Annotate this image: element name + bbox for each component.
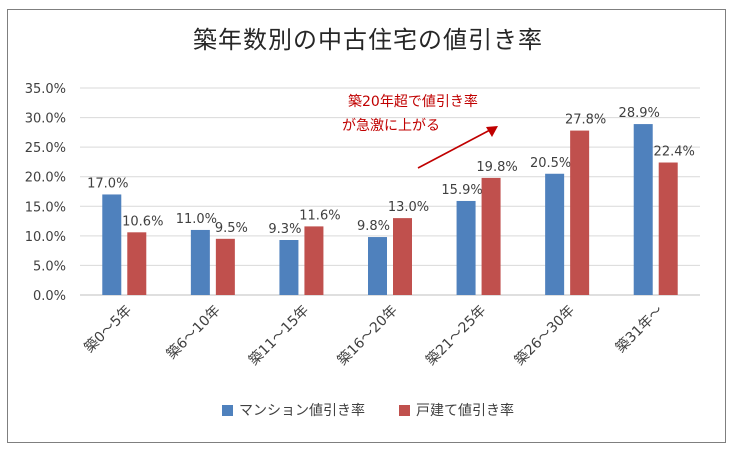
data-label-house: 27.8% [565, 113, 606, 128]
bar-mansion [456, 200, 476, 295]
category-label: 築0～5年 [81, 303, 135, 357]
y-tick-label: 20.0% [25, 171, 66, 186]
annotation-arrow-line [417, 129, 491, 169]
y-tick-label: 10.0% [25, 230, 66, 245]
y-tick-label: 15.0% [25, 200, 66, 215]
annotation-arrow-head [486, 126, 498, 137]
category-label: 築21～25年 [423, 303, 489, 369]
annotation-line-2: が急激に上がる [342, 117, 440, 134]
legend-swatch-house [399, 404, 410, 416]
legend-label-house: 戸建て値引き率 [416, 403, 514, 419]
bar-house [393, 218, 412, 295]
category-label: 築6～10年 [164, 303, 224, 363]
data-label-mansion: 17.0% [87, 176, 128, 191]
data-label-house: 9.5% [215, 221, 248, 236]
category-label: 築26～30年 [512, 303, 578, 369]
y-tick-label: 25.0% [25, 141, 66, 156]
legend-label-mansion: マンション値引き率 [239, 403, 365, 419]
chart-frame [7, 9, 726, 443]
data-label-mansion: 20.5% [530, 156, 571, 171]
data-label-house: 22.4% [654, 145, 695, 160]
bar-house [215, 238, 235, 295]
legend-item-mansion: マンション値引き率 [222, 400, 365, 420]
annotation-line-1: 築20年超で値引き率 [348, 93, 478, 110]
bar-house [127, 232, 147, 295]
legend: マンション値引き率 戸建て値引き率 [0, 400, 736, 420]
y-tick-label: 30.0% [25, 112, 66, 127]
legend-item-house: 戸建て値引き率 [399, 400, 514, 420]
bar-mansion [279, 239, 299, 295]
bar-house [304, 226, 324, 295]
data-label-house: 11.6% [299, 208, 340, 223]
bar-mansion [633, 124, 653, 295]
bar-house [570, 130, 590, 295]
y-tick-label: 0.0% [33, 289, 66, 304]
category-label: 築16～20年 [335, 303, 401, 369]
legend-swatch-mansion [222, 404, 233, 416]
bar-mansion [545, 173, 565, 295]
data-label-mansion: 9.3% [268, 222, 301, 237]
data-label-mansion: 15.9% [441, 183, 482, 198]
chart-title: 築年数別の中古住宅の値引き率 [193, 26, 543, 54]
bar-mansion [102, 194, 122, 295]
bar-mansion [190, 229, 210, 295]
category-label: 築11～15年 [246, 303, 312, 369]
data-label-house: 10.6% [122, 214, 163, 229]
bar-mansion [368, 237, 387, 295]
bar-house [658, 162, 678, 295]
data-label-mansion: 28.9% [619, 106, 660, 121]
category-label: 築31年～ [613, 303, 667, 357]
bar-house [481, 177, 501, 295]
data-label-mansion: 9.8% [357, 219, 390, 234]
data-label-house: 13.0% [388, 200, 429, 215]
data-label-mansion: 11.0% [176, 212, 217, 227]
y-tick-label: 5.0% [33, 259, 66, 274]
y-tick-label: 35.0% [25, 82, 66, 97]
data-label-house: 19.8% [476, 160, 517, 175]
